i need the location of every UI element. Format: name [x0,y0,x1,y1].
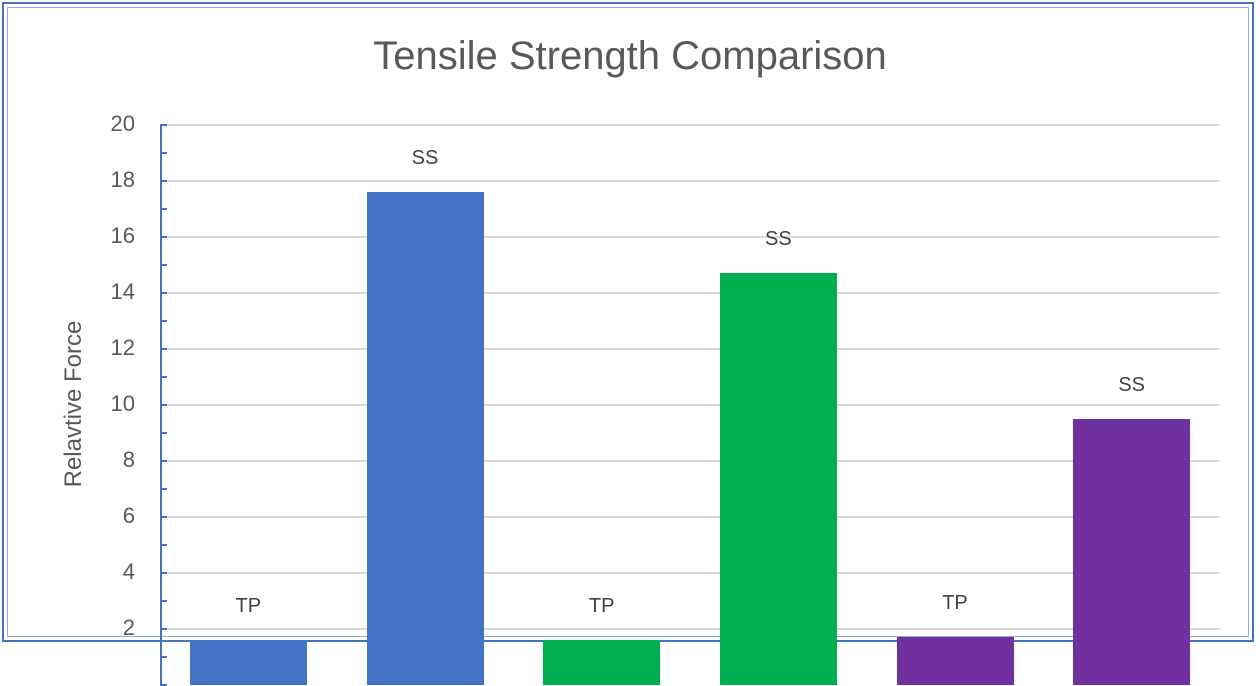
y-tick-label: 6 [122,503,135,528]
gridline [160,348,1220,350]
bar-tp [543,640,661,685]
y-tick-label: 12 [110,335,135,360]
gridline [160,292,1220,294]
y-axis-tick [160,460,167,462]
gridline [160,628,1220,630]
y-axis-tick [160,152,167,154]
y-axis-tick [160,124,167,126]
bar-data-label: SS [411,147,439,170]
y-tick-label: 16 [110,223,135,248]
y-tick-label: 20 [110,111,135,136]
y-tick-label: 14 [110,279,135,304]
y-axis-tick [160,404,167,406]
bar-tp [189,640,307,685]
y-axis-tick [160,264,167,266]
bar-ss [719,273,837,685]
y-axis-tick [160,376,167,378]
y-axis-tick [160,516,167,518]
y-axis-tick [160,208,167,210]
gridline [160,516,1220,518]
y-tick-label: 18 [110,167,135,192]
bar-data-label: SS [764,228,792,251]
gridline [160,404,1220,406]
y-axis-tick [160,320,167,322]
y-axis-tick [160,600,167,602]
bar-data-label: TP [235,595,262,618]
y-axis-tick [160,432,167,434]
gridline [160,180,1220,182]
y-axis-tick [160,488,167,490]
y-axis-tick [160,572,167,574]
y-tick-label: 2 [122,615,135,640]
chart-title: Tensile Strength Comparison [373,34,887,78]
gridline [160,572,1220,574]
y-axis-tick [160,656,167,658]
y-axis-tick [160,180,167,182]
y-tick-label: 8 [122,447,135,472]
gridline [160,236,1220,238]
plot-area: TP SS TP SS TP SS [160,124,1220,686]
gridline [160,460,1220,462]
y-axis-tick [160,544,167,546]
bar-data-label: SS [1118,374,1145,396]
y-tick-label: 4 [122,559,135,584]
gridline [160,124,1220,126]
bar-ss [1073,419,1191,685]
y-axis-tick [160,292,167,294]
y-axis-tick [160,348,167,350]
bar-data-label: TP [942,592,968,615]
y-axis-tick [160,628,167,630]
y-tick-label: 10 [110,391,135,416]
y-axis-tick [160,236,167,238]
bar-ss [366,192,484,685]
bar-tp [896,637,1014,685]
bar-data-label: TP [588,595,615,618]
